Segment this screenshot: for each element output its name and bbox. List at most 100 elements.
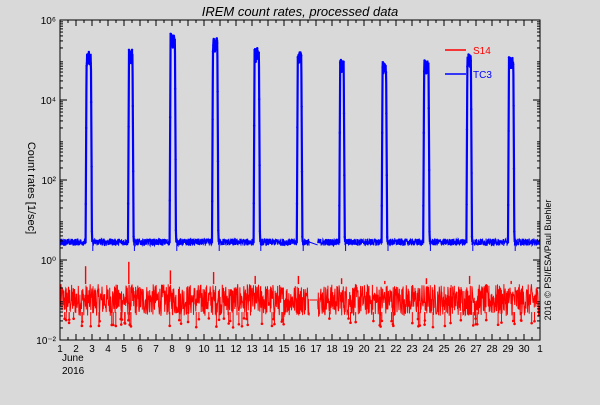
tc3-peak-point bbox=[212, 37, 215, 41]
s14-dropout-point bbox=[72, 317, 75, 321]
x-tick-label: 25 bbox=[438, 344, 450, 355]
tc3-peak bbox=[84, 51, 94, 244]
tc3-peak-point bbox=[507, 129, 510, 133]
s14-dropout-point bbox=[496, 323, 500, 327]
tc3-peak-point bbox=[257, 51, 260, 54]
tc3-peak-point bbox=[465, 128, 469, 131]
x-tick-label: 12 bbox=[230, 344, 242, 355]
y-tick-label: 10⁰ bbox=[41, 256, 56, 267]
s14-dropout-point bbox=[349, 321, 352, 324]
tc3-peak-point bbox=[211, 118, 214, 121]
tc3-baseline-line bbox=[513, 237, 541, 248]
s14-dropout-point bbox=[67, 318, 71, 321]
s14-dropout-point bbox=[500, 321, 503, 324]
tc3-peak-point bbox=[86, 59, 89, 62]
tc3-peak-point bbox=[380, 131, 384, 135]
tc3-peak-point bbox=[85, 61, 89, 65]
tc3-peak-point bbox=[301, 235, 304, 238]
x-tick-label: 19 bbox=[342, 344, 354, 355]
s14-dropout-point bbox=[240, 324, 244, 328]
tc3-baseline-line bbox=[259, 237, 298, 247]
tc3-peak-point bbox=[87, 53, 90, 56]
tc3-peak-point bbox=[382, 72, 385, 75]
tc3-peak-point bbox=[213, 50, 217, 53]
y-axis-label: Count rates [1/sec] bbox=[25, 142, 37, 234]
credit-text: 2016 © PSI/ESA/Paul Buehler bbox=[543, 200, 553, 321]
tc3-peak-point bbox=[510, 61, 513, 64]
x-tick-label: 15 bbox=[278, 344, 290, 355]
tc3-peak-point bbox=[127, 48, 131, 51]
tc3-peak-point bbox=[254, 60, 257, 64]
tc3-peak-point bbox=[256, 49, 259, 53]
tc3-gap-line bbox=[309, 241, 318, 246]
tc3-peak-point bbox=[385, 112, 388, 115]
s14-dropout-point bbox=[63, 317, 66, 321]
x-tick-label: 17 bbox=[310, 344, 322, 355]
tc3-peak-point bbox=[132, 235, 135, 238]
s14-dropout-point bbox=[270, 324, 274, 328]
tc3-peak-point bbox=[422, 70, 426, 73]
s14-dropout-point bbox=[474, 317, 477, 320]
x-tick-label: 1 bbox=[57, 344, 63, 355]
x-tick-label: 30 bbox=[518, 344, 530, 355]
s14-series-line bbox=[317, 283, 540, 318]
tc3-peak-point bbox=[506, 240, 509, 244]
tc3-peak-point bbox=[466, 59, 470, 62]
tc3-peak-point bbox=[256, 47, 259, 50]
tc3-peak-point bbox=[464, 240, 467, 244]
x-tick-label: 28 bbox=[486, 344, 498, 355]
s14-dropout-point bbox=[471, 324, 475, 327]
x-tick-label: 8 bbox=[169, 344, 175, 355]
x-tick-label: 4 bbox=[105, 344, 111, 355]
s14-dropout-point bbox=[111, 323, 115, 327]
s14-dropout-point bbox=[245, 317, 248, 321]
tc3-peak-point bbox=[426, 67, 429, 70]
tc3-peak-point bbox=[84, 202, 87, 206]
tc3-peak-point bbox=[257, 98, 261, 101]
s14-dropout-point bbox=[418, 324, 422, 327]
tc3-peak-point bbox=[131, 104, 134, 108]
tc3-peak-point bbox=[300, 170, 304, 173]
tc3-peak-point bbox=[84, 126, 88, 130]
tc3-peak-point bbox=[427, 62, 430, 65]
series-layer bbox=[59, 32, 541, 329]
s14-dropout-point bbox=[390, 319, 393, 323]
tc3-peak-point bbox=[295, 202, 299, 206]
tc3-peak-point bbox=[385, 235, 389, 239]
tc3-peak-point bbox=[424, 60, 427, 64]
s14-dropout-point bbox=[217, 318, 221, 322]
tc3-peak-point bbox=[511, 65, 514, 68]
s14-dropout-point bbox=[354, 320, 357, 324]
s14-dropout-point bbox=[513, 322, 516, 326]
s14-dropout-point bbox=[127, 318, 130, 322]
s14-dropout-point bbox=[222, 317, 226, 320]
s14-dropout-point bbox=[237, 322, 241, 326]
tc3-peak-point bbox=[126, 202, 130, 205]
tc3-peak-point bbox=[380, 204, 383, 207]
tc3-peak-point bbox=[342, 64, 345, 68]
tc3-peak-point bbox=[210, 200, 214, 203]
x-tick-label: 1 bbox=[537, 344, 543, 355]
s14-dropout-point bbox=[443, 324, 447, 328]
s14-series bbox=[59, 261, 540, 329]
s14-dropout-point bbox=[273, 322, 276, 326]
tc3-peak-point bbox=[258, 163, 261, 167]
y-tick-label: 10² bbox=[42, 176, 57, 187]
tc3-peak-point bbox=[173, 41, 176, 45]
tc3-peak-point bbox=[258, 229, 262, 233]
y-tick-label: 10⁶ bbox=[41, 16, 56, 27]
s14-dropout-point bbox=[242, 317, 246, 320]
s14-dropout-point bbox=[97, 324, 101, 328]
x-tick-label: 5 bbox=[121, 344, 127, 355]
tc3-peak-point bbox=[168, 199, 171, 202]
s14-dropout-point bbox=[246, 323, 250, 327]
tc3-baseline-line bbox=[217, 237, 255, 247]
tc3-peak-point bbox=[89, 100, 93, 104]
tc3-peak-point bbox=[465, 203, 468, 206]
tc3-peak-point bbox=[253, 48, 256, 52]
x-tick-label: 18 bbox=[326, 344, 338, 355]
s14-dropout-point bbox=[123, 321, 126, 325]
x-tick-label: 22 bbox=[390, 344, 402, 355]
tc3-peak-point bbox=[87, 50, 91, 54]
